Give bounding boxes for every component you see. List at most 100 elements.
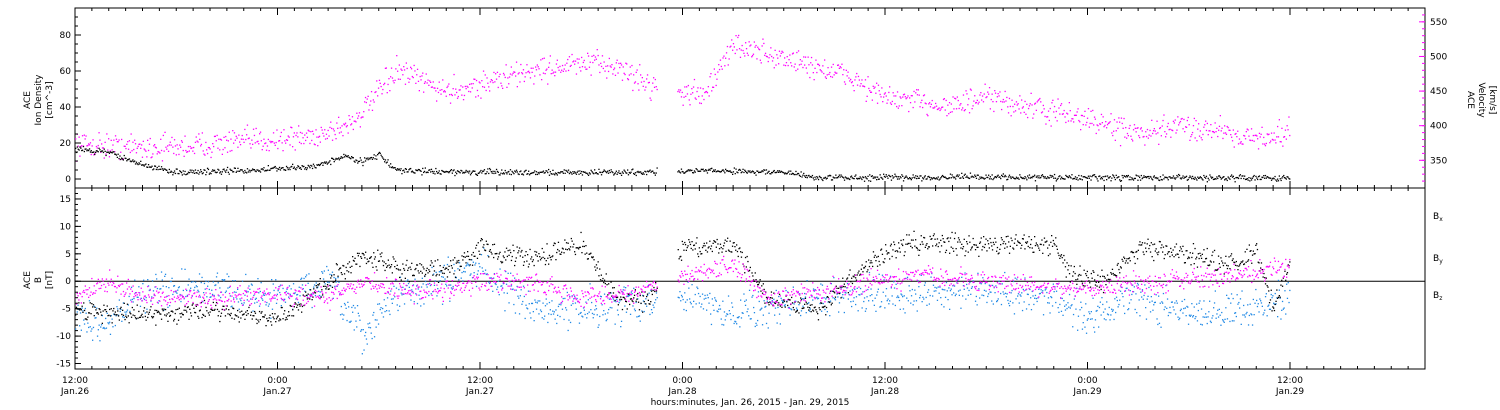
- data-point: [342, 156, 344, 159]
- data-point: [1283, 136, 1285, 138]
- data-point: [903, 93, 906, 95]
- data-point: [213, 170, 215, 172]
- data-point: [98, 147, 100, 149]
- data-point: [265, 304, 267, 306]
- data-point: [1113, 119, 1116, 121]
- data-point: [200, 169, 202, 171]
- data-point: [85, 148, 87, 150]
- data-point: [1152, 130, 1155, 132]
- data-point: [485, 240, 487, 242]
- data-point: [858, 178, 860, 180]
- data-point: [871, 175, 873, 177]
- data-point: [1152, 132, 1154, 135]
- data-point: [332, 158, 335, 160]
- data-point: [744, 169, 746, 171]
- data-point: [503, 256, 505, 259]
- data-point: [108, 314, 110, 316]
- data-point: [984, 282, 986, 285]
- data-point: [354, 161, 356, 163]
- data-point: [467, 86, 469, 88]
- data-point: [257, 319, 259, 321]
- data-point: [801, 60, 803, 62]
- data-point: [333, 276, 335, 279]
- data-point: [1243, 134, 1245, 137]
- data-point: [815, 178, 817, 180]
- data-point: [1105, 121, 1107, 123]
- data-point: [356, 159, 358, 162]
- data-point: [141, 164, 144, 166]
- data-point: [528, 70, 530, 72]
- data-point: [870, 91, 872, 93]
- data-point: [1025, 289, 1027, 291]
- data-point: [442, 170, 444, 172]
- data-point: [611, 295, 613, 297]
- data-point: [1180, 178, 1182, 180]
- data-point: [164, 308, 167, 311]
- data-point: [400, 68, 402, 70]
- data-point: [613, 67, 616, 69]
- data-point: [744, 55, 746, 57]
- data-point: [341, 125, 343, 127]
- data-point: [1104, 175, 1106, 178]
- data-point: [738, 169, 740, 171]
- data-point: [1157, 323, 1159, 326]
- data-point: [655, 172, 657, 174]
- data-point: [233, 297, 235, 299]
- data-point: [646, 305, 648, 307]
- data-point: [159, 168, 161, 170]
- data-point: [1032, 295, 1034, 297]
- data-point: [489, 81, 492, 83]
- data-point: [416, 264, 418, 266]
- data-point: [539, 171, 541, 173]
- data-point: [503, 173, 505, 175]
- data-point: [734, 52, 736, 55]
- data-point: [450, 93, 453, 96]
- data-point: [341, 157, 343, 159]
- data-point: [1205, 177, 1207, 179]
- data-point: [203, 299, 206, 302]
- data-point: [1232, 175, 1234, 177]
- data-point: [1085, 124, 1087, 126]
- data-point: [1264, 174, 1267, 177]
- data-point: [452, 285, 454, 288]
- data-point: [732, 173, 734, 175]
- data-point: [821, 178, 823, 181]
- data-point: [252, 168, 254, 170]
- data-point: [262, 316, 265, 318]
- data-point: [830, 66, 833, 68]
- data-point: [817, 297, 820, 299]
- data-point: [1112, 134, 1114, 137]
- data-point: [199, 138, 201, 140]
- data-point: [1229, 320, 1231, 323]
- data-point: [605, 320, 607, 322]
- data-point: [348, 115, 350, 117]
- data-point: [205, 141, 207, 144]
- data-point: [329, 126, 331, 129]
- data-point: [138, 286, 140, 288]
- data-point: [112, 151, 114, 153]
- data-point: [410, 171, 413, 173]
- data-point: [255, 170, 257, 173]
- data-point: [271, 167, 273, 170]
- data-point: [1240, 323, 1242, 325]
- data-point: [241, 302, 243, 305]
- data-point: [627, 174, 630, 176]
- data-point: [1285, 178, 1287, 180]
- data-point: [239, 311, 241, 313]
- data-point: [515, 61, 518, 63]
- data-point: [356, 305, 359, 307]
- data-point: [162, 285, 164, 287]
- data-point: [580, 231, 582, 234]
- data-point: [1261, 305, 1263, 307]
- data-point: [437, 91, 440, 94]
- data-point: [1285, 313, 1287, 315]
- data-point: [510, 272, 512, 274]
- data-point: [585, 172, 587, 174]
- data-point: [652, 289, 654, 292]
- data-point: [299, 131, 302, 134]
- data-point: [89, 302, 91, 304]
- data-point: [337, 127, 339, 129]
- data-point: [206, 152, 209, 155]
- data-point: [968, 98, 970, 100]
- data-point: [104, 150, 106, 152]
